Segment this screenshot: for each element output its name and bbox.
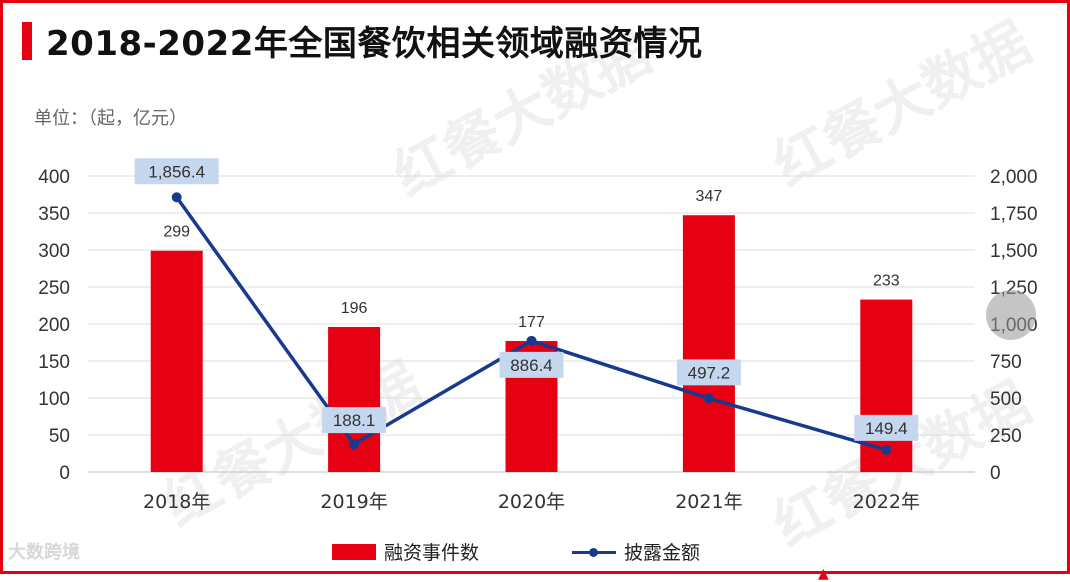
bar-data-label: 196 bbox=[341, 300, 368, 317]
bar bbox=[150, 250, 203, 472]
line-data-label-box bbox=[499, 351, 564, 378]
right-axis-tick-label: 250 bbox=[990, 426, 1022, 447]
line-data-label-box bbox=[676, 359, 741, 386]
right-axis-tick-label: 1,500 bbox=[990, 241, 1038, 262]
bar bbox=[328, 326, 381, 472]
bar-data-label: 177 bbox=[518, 314, 545, 331]
line-data-label-box bbox=[134, 158, 219, 185]
bar-data-label: 347 bbox=[696, 188, 723, 205]
right-axis-tick-label: 1,750 bbox=[990, 204, 1038, 225]
corner-logo-mark: ▲ bbox=[818, 566, 829, 582]
unit-label: 单位：（起，亿元） bbox=[34, 108, 187, 129]
chart-legend: 融资事件数 披露金额 bbox=[0, 538, 1070, 566]
legend-label-line: 披露金额 bbox=[624, 542, 701, 564]
line-point bbox=[881, 444, 892, 455]
legend-label-bar: 融资事件数 bbox=[384, 542, 480, 564]
legend-item-line: 披露金额 bbox=[572, 538, 700, 565]
line-point bbox=[703, 393, 714, 404]
line-point bbox=[171, 192, 182, 203]
left-axis-tick-label: 300 bbox=[38, 241, 70, 262]
chart-title: 2018-2022年全国餐饮相关领域融资情况 bbox=[46, 24, 703, 64]
line-data-label: 1,856.4 bbox=[148, 162, 205, 181]
left-axis-tick-label: 250 bbox=[38, 278, 70, 299]
bar-data-label: 233 bbox=[873, 273, 900, 290]
bar bbox=[682, 215, 735, 472]
legend-bar-swatch bbox=[332, 543, 376, 560]
x-axis-tick-label: 2022年 bbox=[853, 491, 920, 513]
line-data-label: 497.2 bbox=[688, 363, 731, 382]
legend-item-bar: 融资事件数 bbox=[332, 538, 479, 565]
left-axis-tick-label: 100 bbox=[38, 389, 70, 410]
line-data-label-box bbox=[854, 414, 919, 441]
line-data-label-box bbox=[322, 407, 387, 434]
legend-line-swatch bbox=[572, 544, 616, 560]
corner-watermark: 大数跨境 bbox=[8, 542, 80, 563]
left-axis-tick-label: 150 bbox=[38, 352, 70, 373]
x-axis-tick-label: 2021年 bbox=[675, 491, 742, 513]
right-axis-tick-label: 2,000 bbox=[990, 167, 1038, 188]
line-data-label: 188.1 bbox=[333, 411, 376, 430]
left-axis-tick-label: 0 bbox=[59, 463, 70, 484]
line-point bbox=[526, 335, 537, 346]
line-data-label: 886.4 bbox=[510, 356, 553, 375]
x-axis-tick-label: 2019年 bbox=[320, 491, 387, 513]
right-axis-tick-label: 750 bbox=[990, 352, 1022, 373]
line-point bbox=[349, 439, 360, 450]
x-axis-tick-label: 2020年 bbox=[498, 491, 565, 513]
right-axis-tick-label: 500 bbox=[990, 389, 1022, 410]
left-axis-tick-label: 400 bbox=[38, 167, 70, 188]
x-axis-tick-label: 2018年 bbox=[143, 491, 210, 513]
left-axis-tick-label: 50 bbox=[49, 426, 70, 447]
left-axis-tick-label: 350 bbox=[38, 204, 70, 225]
right-axis-tick-label: 0 bbox=[990, 463, 1001, 484]
line-data-label: 149.4 bbox=[865, 419, 908, 438]
left-axis-tick-label: 200 bbox=[38, 315, 70, 336]
title-accent-bar bbox=[22, 22, 32, 60]
bar-data-label: 299 bbox=[163, 224, 190, 241]
cursor-circle-overlay bbox=[986, 290, 1036, 340]
